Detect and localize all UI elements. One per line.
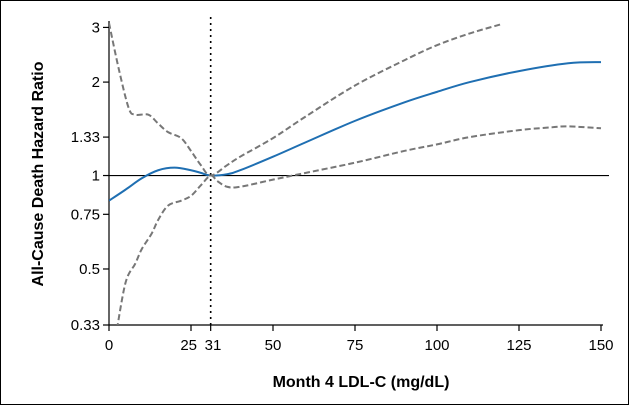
series-line-lower-ci [116, 125, 602, 325]
x-tick-label: 25 [180, 337, 197, 354]
x-tick-label: 31 [205, 337, 222, 354]
y-axis-title: All-Cause Death Hazard Ratio [30, 61, 47, 286]
x-axis-title: Month 4 LDL-C (mg/dL) [273, 374, 450, 391]
y-tick-label: 2 [92, 74, 100, 91]
x-tick-label: 125 [506, 337, 531, 354]
y-tick-label: 0.75 [71, 206, 100, 223]
y-tick-label: 0.33 [71, 317, 100, 334]
y-tick-label: 1.33 [71, 129, 100, 146]
x-tick-label: 50 [265, 337, 282, 354]
y-tick-label: 0.5 [79, 261, 100, 278]
series-line-upper-ci [109, 22, 503, 177]
x-tick-label: 150 [588, 337, 613, 354]
y-tick-label: 3 [92, 19, 100, 36]
y-tick-label: 1 [92, 168, 100, 185]
x-tick-label: 75 [347, 337, 364, 354]
x-tick-label: 100 [424, 337, 449, 354]
x-tick-label: 0 [105, 337, 113, 354]
series-line-estimate [109, 61, 602, 202]
